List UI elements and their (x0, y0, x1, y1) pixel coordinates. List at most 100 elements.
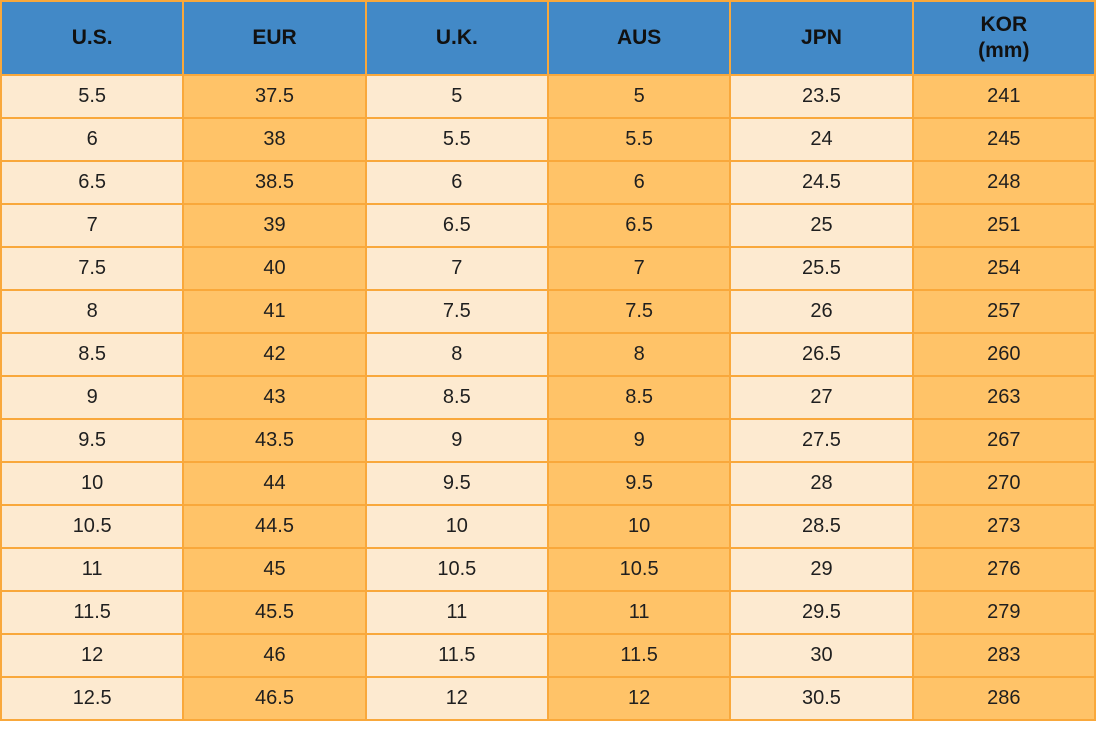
header-eur: EUR (182, 0, 367, 76)
table-cell: 9 (364, 418, 549, 463)
table-row: 7.5 40 7 7 25.5 254 (0, 246, 1097, 291)
table-cell: 9 (546, 418, 732, 463)
table-header: U.S. EUR U.K. AUS JPN KOR (mm) (0, 0, 1097, 76)
table-row: 10 44 9.5 9.5 28 270 (0, 461, 1097, 506)
table-cell: 11.5 (0, 590, 185, 635)
table-cell: 27 (729, 375, 914, 420)
table-cell: 24.5 (729, 160, 914, 205)
table-cell: 276 (911, 547, 1097, 592)
table-cell: 279 (911, 590, 1097, 635)
table-cell: 40 (182, 246, 367, 291)
table-cell: 9 (0, 375, 185, 420)
table-row: 5.5 37.5 5 5 23.5 241 (0, 74, 1097, 119)
table-cell: 5.5 (0, 74, 185, 119)
table-cell: 283 (911, 633, 1097, 678)
table-cell: 8 (0, 289, 185, 334)
table-row: 11.5 45.5 11 11 29.5 279 (0, 590, 1097, 635)
table-cell: 263 (911, 375, 1097, 420)
table-cell: 44.5 (182, 504, 367, 549)
table-cell: 10.5 (0, 504, 185, 549)
table-cell: 9.5 (0, 418, 185, 463)
table-row: 6 38 5.5 5.5 24 245 (0, 117, 1097, 162)
shoe-size-conversion-table: U.S. EUR U.K. AUS JPN KOR (mm) 5.5 37.5 5 5… (0, 0, 1097, 721)
table-cell: 12.5 (0, 676, 185, 721)
table-cell: 28 (729, 461, 914, 506)
table-cell: 241 (911, 74, 1097, 119)
table-cell: 28.5 (729, 504, 914, 549)
header-row: U.S. EUR U.K. AUS JPN KOR (mm) (0, 0, 1097, 76)
table-cell: 6 (546, 160, 732, 205)
table-cell: 29 (729, 547, 914, 592)
table-cell: 10 (546, 504, 732, 549)
header-jpn: JPN (729, 0, 914, 76)
table-cell: 39 (182, 203, 367, 248)
table-cell: 7.5 (0, 246, 185, 291)
table-body: 5.5 37.5 5 5 23.5 241 6 38 5.5 5.5 24 245 6.5 38.5 6 6 2… (0, 74, 1097, 721)
table-cell: 11.5 (546, 633, 732, 678)
table-cell: 11 (0, 547, 185, 592)
table-cell: 8 (546, 332, 732, 377)
table-cell: 5.5 (364, 117, 549, 162)
table-cell: 26 (729, 289, 914, 334)
table-cell: 37.5 (182, 74, 367, 119)
table-cell: 27.5 (729, 418, 914, 463)
table-cell: 41 (182, 289, 367, 334)
header-kor: KOR (mm) (911, 0, 1097, 76)
table-row: 12.5 46.5 12 12 30.5 286 (0, 676, 1097, 721)
table-cell: 7.5 (546, 289, 732, 334)
table-cell: 30.5 (729, 676, 914, 721)
table-cell: 7 (0, 203, 185, 248)
table-cell: 6.5 (0, 160, 185, 205)
table-cell: 5 (364, 74, 549, 119)
table-cell: 25 (729, 203, 914, 248)
table-row: 7 39 6.5 6.5 25 251 (0, 203, 1097, 248)
table-cell: 38 (182, 117, 367, 162)
table-cell: 8.5 (546, 375, 732, 420)
table-cell: 254 (911, 246, 1097, 291)
table-cell: 12 (364, 676, 549, 721)
table-cell: 11.5 (364, 633, 549, 678)
header-us: U.S. (0, 0, 185, 76)
table-cell: 12 (0, 633, 185, 678)
table-cell: 6 (364, 160, 549, 205)
table-cell: 5.5 (546, 117, 732, 162)
table-cell: 8 (364, 332, 549, 377)
table-row: 12 46 11.5 11.5 30 283 (0, 633, 1097, 678)
table-cell: 273 (911, 504, 1097, 549)
table-row: 8 41 7.5 7.5 26 257 (0, 289, 1097, 334)
table-cell: 45 (182, 547, 367, 592)
table-row: 9.5 43.5 9 9 27.5 267 (0, 418, 1097, 463)
table-cell: 7.5 (364, 289, 549, 334)
table-cell: 6.5 (364, 203, 549, 248)
table-cell: 248 (911, 160, 1097, 205)
table-cell: 5 (546, 74, 732, 119)
table-cell: 9.5 (546, 461, 732, 506)
table-cell: 25.5 (729, 246, 914, 291)
table-row: 10.5 44.5 10 10 28.5 273 (0, 504, 1097, 549)
table-cell: 10 (364, 504, 549, 549)
header-kor-unit: (mm) (978, 39, 1030, 62)
table-cell: 26.5 (729, 332, 914, 377)
table-cell: 38.5 (182, 160, 367, 205)
table-cell: 286 (911, 676, 1097, 721)
table-cell: 7 (364, 246, 549, 291)
table-cell: 44 (182, 461, 367, 506)
table-cell: 43.5 (182, 418, 367, 463)
table-cell: 9.5 (364, 461, 549, 506)
header-aus: AUS (546, 0, 732, 76)
table-row: 11 45 10.5 10.5 29 276 (0, 547, 1097, 592)
table-cell: 10.5 (546, 547, 732, 592)
table-cell: 245 (911, 117, 1097, 162)
table-cell: 257 (911, 289, 1097, 334)
header-uk: U.K. (364, 0, 549, 76)
table-cell: 24 (729, 117, 914, 162)
table-cell: 10 (0, 461, 185, 506)
table-cell: 260 (911, 332, 1097, 377)
table-cell: 43 (182, 375, 367, 420)
table-cell: 270 (911, 461, 1097, 506)
table-cell: 46 (182, 633, 367, 678)
table-row: 8.5 42 8 8 26.5 260 (0, 332, 1097, 377)
table-cell: 267 (911, 418, 1097, 463)
table-cell: 45.5 (182, 590, 367, 635)
